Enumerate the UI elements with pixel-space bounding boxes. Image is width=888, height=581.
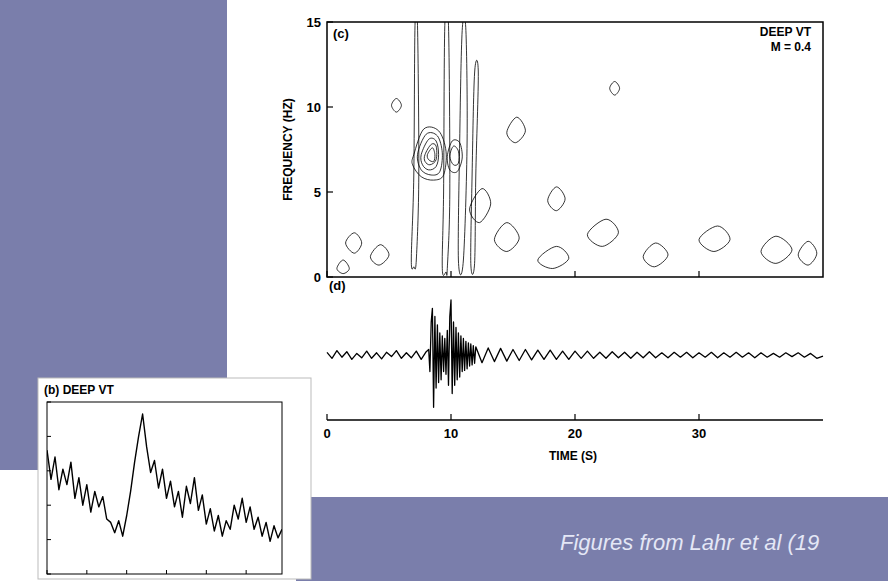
panel-label: (d) [329, 278, 346, 293]
contour-line [494, 223, 519, 252]
x-tick-label: 20 [568, 426, 582, 441]
slide-panel [296, 497, 888, 581]
contour-line [412, 127, 446, 180]
x-tick [206, 570, 207, 574]
y-tick [47, 402, 51, 403]
contour-line [370, 245, 389, 265]
spectrum-panel: (b) DEEP VT [44, 383, 282, 574]
y-tick-label: 5 [314, 185, 321, 200]
contour-line [507, 117, 526, 143]
caption: Figures from Lahr et al (19 [560, 530, 819, 555]
y-tick [47, 574, 51, 575]
contour-line [610, 82, 620, 96]
x-tick [574, 414, 575, 420]
contour-line [392, 99, 402, 113]
contour-line [538, 246, 569, 268]
x-tick [86, 570, 87, 574]
contour-line [798, 241, 817, 265]
plot-frame [47, 402, 282, 574]
contour-line [346, 233, 362, 253]
x-tick [126, 570, 127, 574]
panel-label: (b) DEEP VT [44, 383, 114, 397]
y-tick-label: 0 [314, 270, 321, 285]
x-tick [246, 570, 247, 574]
contour-line [442, 22, 450, 275]
contour-line [427, 148, 435, 162]
y-tick [327, 191, 333, 192]
inset-box [38, 378, 311, 579]
x-tick [698, 414, 699, 420]
contour-line [643, 243, 668, 267]
panel-label: (c) [333, 26, 349, 41]
y-tick [47, 505, 51, 506]
x-tick [326, 414, 327, 420]
y-tick-label: 10 [307, 100, 321, 115]
x-tick [166, 570, 167, 574]
contour-line [450, 146, 459, 165]
page: 0 5 10 15 FREQUENCY (HZ) (c) DEEP VTM = 0.4 (d)… [0, 0, 888, 581]
subtitle: M = 0.4 [771, 40, 812, 54]
y-axis-title: FREQUENCY (HZ) [281, 98, 295, 200]
contour-line [421, 138, 439, 170]
seismogram-line [327, 300, 823, 407]
contours [337, 22, 817, 275]
spectrum-line [47, 414, 282, 541]
spectrogram-panel: 0 5 10 15 FREQUENCY (HZ) (c) DEEP VTM = 0.4 [281, 5, 823, 285]
x-tick-label: 30 [692, 426, 706, 441]
x-tick-label: 0 [323, 426, 330, 441]
x-tick [450, 414, 451, 420]
y-tick-label: 15 [307, 15, 321, 30]
contour-line [587, 219, 618, 246]
y-tick [327, 21, 333, 22]
y-tick [327, 106, 333, 107]
contour-line [417, 133, 442, 176]
contour-line [470, 189, 491, 223]
spectrum [47, 414, 282, 541]
contour-line [458, 22, 467, 275]
x-tick [450, 271, 451, 277]
title: DEEP VT [760, 25, 812, 39]
plot-frame [327, 22, 823, 277]
x-tick [47, 570, 48, 574]
contour-line [699, 226, 730, 252]
trace [327, 300, 823, 407]
x-tick [326, 271, 327, 277]
contour-line [548, 187, 565, 211]
contour-line [761, 236, 792, 263]
seismogram-panel: (d) 0 10 20 30 TIME (S) [323, 278, 823, 463]
x-axis-title: TIME (S) [549, 449, 597, 463]
x-tick [574, 271, 575, 277]
x-tick-label: 10 [444, 426, 458, 441]
y-tick [47, 539, 51, 540]
contour-line [424, 144, 437, 165]
contour-line [471, 60, 479, 274]
x-tick [698, 271, 699, 277]
contour-line [411, 22, 419, 269]
y-tick [47, 436, 51, 437]
contour-line [337, 260, 349, 274]
